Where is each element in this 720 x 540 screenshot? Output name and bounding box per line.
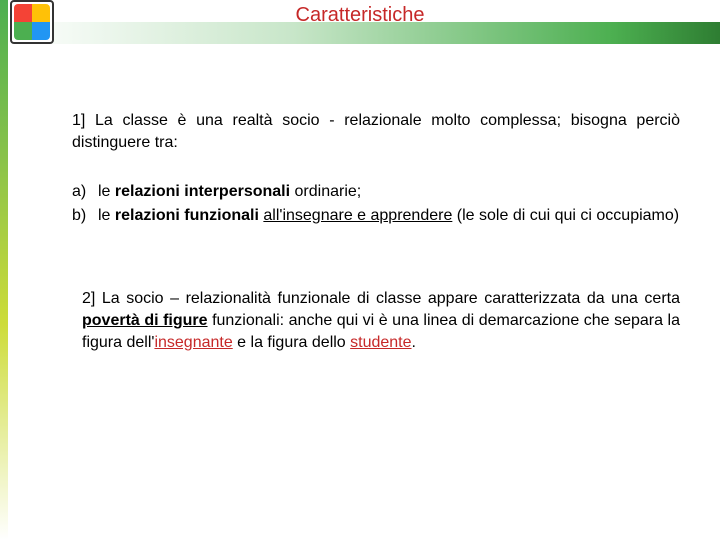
slide-content: 1] La classe è una realtà socio - relazi… [72,110,680,353]
list-item: a) le relazioni interpersonali ordinarie… [72,181,680,203]
left-accent-stripe [0,0,8,540]
list-marker: b) [72,205,98,227]
slide-title: Caratteristiche [0,4,720,27]
list-text: le relazioni interpersonali ordinarie; [98,181,680,203]
list-text: le relazioni funzionali all'insegnare e … [98,205,680,227]
list-item: b) le relazioni funzionali all'insegnare… [72,205,680,227]
list-marker: a) [72,181,98,203]
paragraph-2: 2] La socio – relazionalità funzionale d… [82,288,680,353]
paragraph-1: 1] La classe è una realtà socio - relazi… [72,110,680,153]
